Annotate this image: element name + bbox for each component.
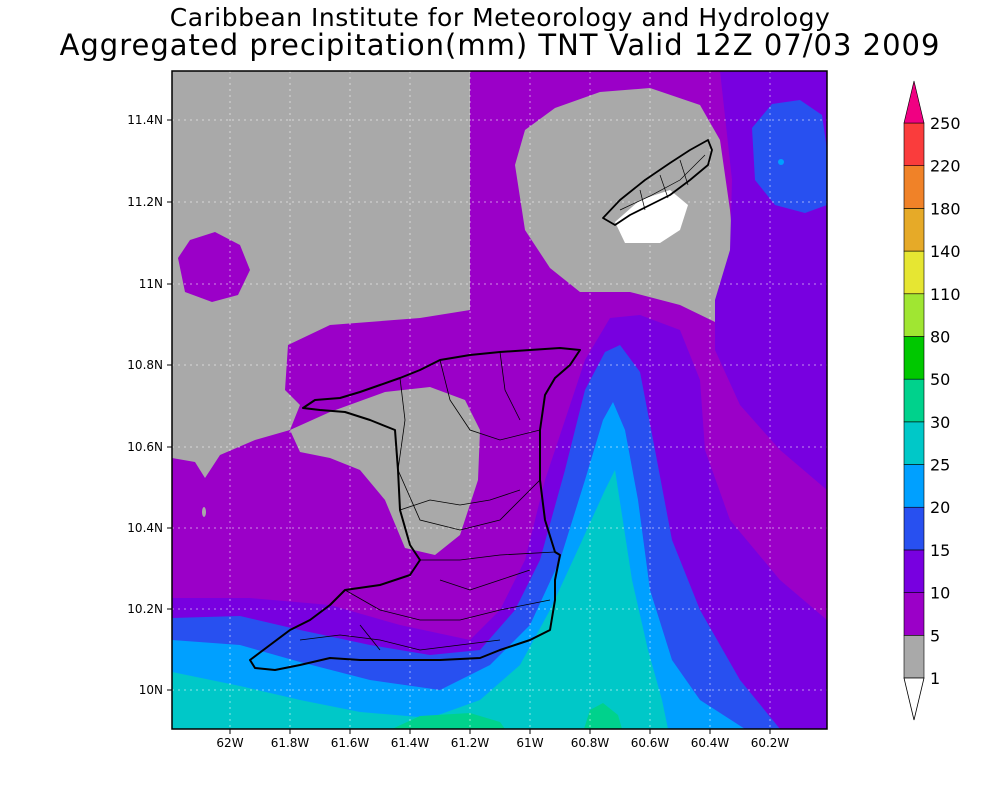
lon-tick-label: 61.2W — [451, 736, 490, 750]
colorbar-band — [903, 378, 925, 423]
colorbar-label: 30 — [930, 413, 950, 432]
lat-tick-label: 11.4N — [127, 113, 163, 127]
colorbar-band — [903, 549, 925, 593]
lon-tick-label: 60.6W — [631, 736, 670, 750]
colorbar-label: 140 — [930, 242, 961, 261]
colorbar-label: 220 — [930, 157, 961, 176]
lon-tick-label: 61.4W — [391, 736, 430, 750]
colorbar-label: 80 — [930, 327, 950, 346]
colorbar-band — [903, 336, 925, 380]
lon-tick-label: 61W — [516, 736, 543, 750]
colorbar-label: 110 — [930, 285, 961, 304]
trinidad-coastline — [249, 347, 581, 671]
field-white-tobago — [615, 190, 688, 243]
colorbar-bottom-arrow — [903, 677, 925, 721]
colorbar-label: 1 — [930, 669, 940, 688]
colorbar-band — [903, 165, 925, 209]
lat-tick-label: 10.2N — [127, 602, 163, 616]
field-gray-northwest — [172, 71, 470, 478]
lon-tick-label: 61.8W — [271, 736, 310, 750]
lat-tick-label: 10.8N — [127, 358, 163, 372]
tobago-boundaries — [619, 154, 706, 211]
colorbar-band — [903, 122, 925, 166]
colorbar-top-arrow — [903, 80, 925, 124]
field-lightblue-dot — [778, 159, 784, 165]
lat-tick-label: 10N — [139, 683, 163, 697]
map-subtitle: Aggregated precipitation(mm) TNT Valid 1… — [59, 28, 941, 62]
colorbar-label: 20 — [930, 498, 950, 517]
colorbar-band — [903, 208, 925, 252]
lon-tick-label: 60.2W — [751, 736, 790, 750]
colorbar-label: 250 — [930, 114, 961, 133]
lon-tick-label: 60.4W — [691, 736, 730, 750]
lat-tick-label: 11N — [139, 277, 163, 291]
lat-tick-label: 10.6N — [127, 440, 163, 454]
colorbar-label: 10 — [930, 584, 950, 603]
colorbar-band — [903, 635, 925, 679]
trinidad-county-boundaries — [299, 351, 556, 651]
lat-axis: 11.4N 11.2N 11N 10.8N 10.6N 10.4N 10.2N … — [127, 113, 172, 697]
field-green-southeast — [584, 703, 622, 729]
colorbar-label: 5 — [930, 626, 940, 645]
map-title: Caribbean Institute for Meteorology and … — [169, 3, 831, 32]
lat-tick-label: 10.4N — [127, 521, 163, 535]
colorbar-label: 180 — [930, 199, 961, 218]
colorbar-band — [903, 592, 925, 636]
colorbar-band — [903, 250, 925, 295]
map-grid — [172, 71, 827, 729]
precipitation-field — [172, 71, 827, 729]
field-gray-dot — [202, 507, 206, 517]
colorbar-label: 50 — [930, 370, 950, 389]
colorbar-band — [903, 293, 925, 337]
field-blue-northeast — [752, 100, 827, 213]
field-cyan — [172, 470, 668, 729]
colorbar-label: 25 — [930, 456, 950, 475]
tobago-coastline — [602, 139, 713, 226]
lon-tick-label: 60.8W — [571, 736, 610, 750]
lat-tick-label: 11.2N — [127, 195, 163, 209]
field-green-south — [392, 713, 505, 729]
colorbar-label: 15 — [930, 541, 950, 560]
colorbar-band — [903, 421, 925, 465]
lon-tick-label: 62W — [216, 736, 243, 750]
field-gray-tobago — [515, 88, 740, 322]
field-gray-central — [290, 387, 480, 555]
plot-frame — [171, 70, 828, 730]
lon-axis: 62W 61.8W 61.6W 61.4W 61.2W 61W 60.8W 60… — [216, 729, 789, 750]
lon-tick-label: 61.6W — [331, 736, 370, 750]
colorbar-band — [903, 506, 925, 551]
colorbar-band — [903, 464, 925, 508]
